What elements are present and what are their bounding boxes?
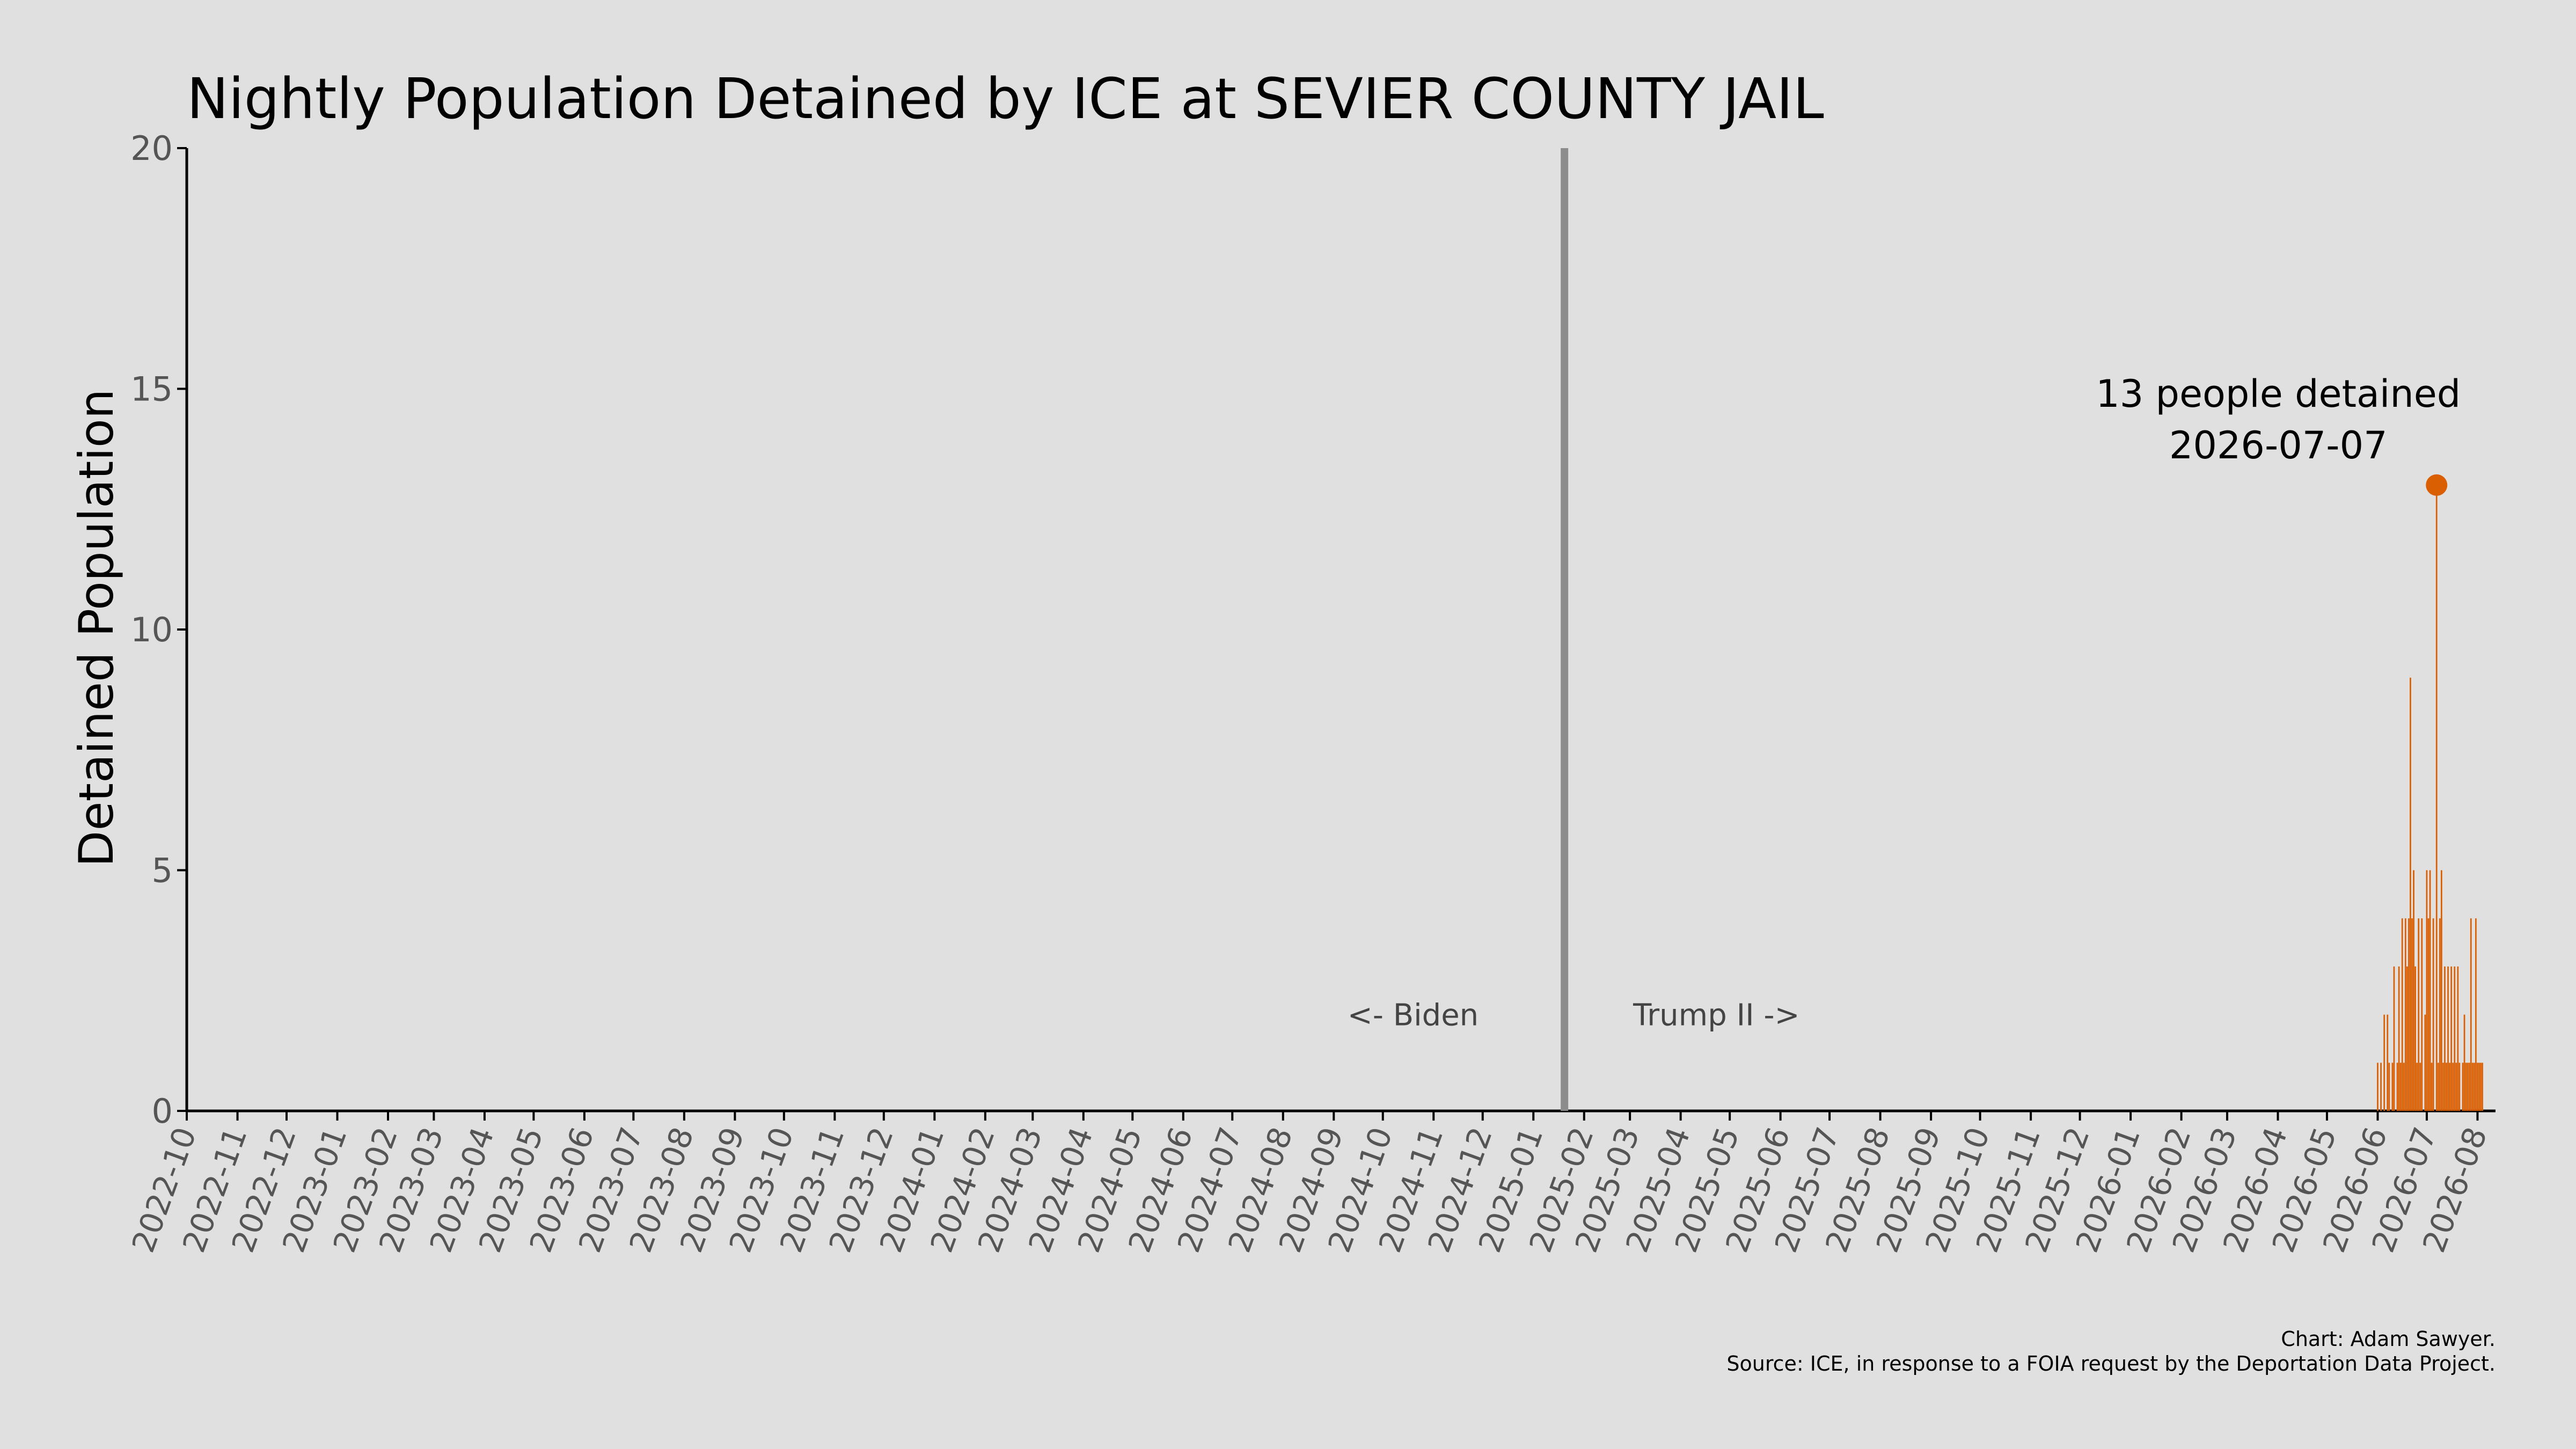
bar — [2475, 918, 2477, 1111]
bar — [2393, 966, 2395, 1111]
bar — [2439, 918, 2441, 1111]
x-axis-ticks: 2022-102022-112022-122023-012023-022023-… — [125, 1111, 2494, 1257]
bar — [2416, 1063, 2418, 1111]
y-tick-label: 0 — [152, 1092, 173, 1131]
bar — [2431, 1063, 2433, 1111]
bar — [2442, 1063, 2444, 1111]
bar — [2477, 1063, 2478, 1111]
credit-line: Chart: Adam Sawyer. — [2281, 1327, 2496, 1351]
bar — [2455, 1063, 2457, 1111]
bar — [2478, 1063, 2480, 1111]
bar — [2444, 966, 2446, 1111]
bar — [2388, 1063, 2390, 1111]
bar — [2447, 966, 2449, 1111]
bar — [2480, 1063, 2482, 1111]
bar-series — [2377, 485, 2483, 1111]
bar — [2435, 485, 2438, 1111]
bar — [2463, 1014, 2465, 1111]
bar — [2449, 1063, 2451, 1111]
bar — [2426, 870, 2428, 1111]
bar — [2467, 1063, 2469, 1111]
bar — [2413, 870, 2414, 1111]
bar — [2471, 1063, 2473, 1111]
peak-annotation-date: 2026-07-07 — [2169, 423, 2388, 467]
bar — [2429, 870, 2431, 1111]
bar — [2457, 966, 2459, 1111]
y-axis-label: Detained Population — [69, 389, 124, 867]
bar — [2406, 966, 2408, 1111]
bar — [2419, 1063, 2421, 1111]
bar — [2421, 918, 2423, 1111]
biden-region-label: <- Biden — [1348, 998, 1479, 1033]
bar — [2403, 1063, 2405, 1111]
bar — [2473, 1063, 2475, 1111]
bar — [2398, 966, 2400, 1111]
bar — [2399, 1063, 2402, 1111]
bar — [2380, 1063, 2382, 1111]
y-axis-ticks: 0 5 10 15 20 — [130, 129, 187, 1131]
y-tick-label: 10 — [130, 610, 173, 649]
source-line: Source: ICE, in response to a FOIA reque… — [1726, 1352, 2496, 1375]
bar — [2465, 1063, 2467, 1111]
trump-region-label: Trump II -> — [1633, 998, 1799, 1033]
bar — [2454, 966, 2456, 1111]
bar — [2377, 1063, 2379, 1111]
bar — [2427, 918, 2429, 1111]
bar — [2450, 966, 2453, 1111]
bar — [2408, 918, 2410, 1111]
y-tick-label: 5 — [152, 851, 173, 890]
bar — [2462, 1063, 2464, 1111]
bar — [2418, 918, 2420, 1111]
bar — [2441, 870, 2442, 1111]
bar — [2396, 1063, 2398, 1111]
bar — [2404, 918, 2406, 1111]
peak-annotation-count: 13 people detained — [2096, 372, 2461, 416]
bar — [2383, 1014, 2385, 1111]
bar — [2387, 1014, 2389, 1111]
bar — [2391, 1063, 2394, 1111]
y-tick-label: 20 — [130, 129, 173, 168]
bar — [2414, 966, 2416, 1111]
peak-marker — [2426, 474, 2448, 496]
bar — [2424, 1014, 2426, 1111]
bar — [2458, 1063, 2461, 1111]
bar — [2452, 1063, 2454, 1111]
bar — [2411, 918, 2413, 1111]
bar — [2410, 677, 2411, 1111]
bar — [2446, 1063, 2447, 1111]
chart-title: Nightly Population Detained by ICE at SE… — [187, 66, 1824, 131]
bar — [2468, 1063, 2470, 1111]
bar — [2401, 918, 2403, 1111]
bar — [2482, 1063, 2483, 1111]
bar — [2437, 1063, 2439, 1111]
y-tick-label: 15 — [130, 370, 173, 409]
bar — [2470, 918, 2472, 1111]
bar — [2432, 918, 2434, 1111]
